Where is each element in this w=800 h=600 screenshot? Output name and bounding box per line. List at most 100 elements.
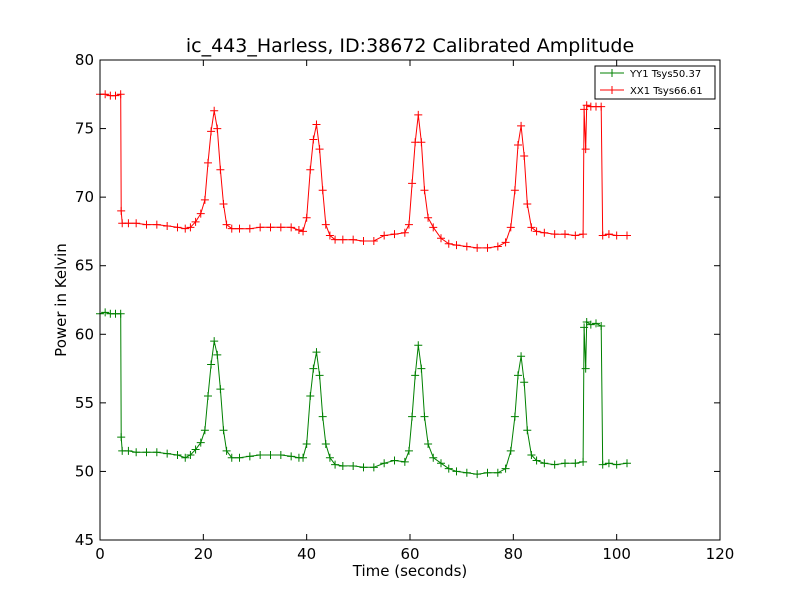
data-point bbox=[294, 226, 303, 235]
data-point bbox=[338, 235, 347, 244]
data-point bbox=[604, 459, 613, 468]
data-point bbox=[561, 459, 569, 468]
data-point bbox=[579, 230, 588, 239]
data-point bbox=[219, 200, 228, 208]
legend-entry-xx1: XX1 Tsys66.61 bbox=[600, 86, 703, 97]
data-point bbox=[196, 438, 205, 447]
data-point bbox=[235, 453, 244, 462]
data-point bbox=[216, 385, 225, 394]
data-point bbox=[550, 460, 559, 469]
data-point bbox=[581, 364, 590, 373]
data-point bbox=[216, 165, 225, 174]
series-1 bbox=[96, 308, 631, 479]
data-point bbox=[245, 452, 254, 461]
data-point bbox=[623, 231, 631, 240]
data-point bbox=[604, 230, 613, 239]
ticks-layer: 0 20 40 60 80 100 120 45 50 55 60 65 70 75 80 bbox=[75, 51, 734, 563]
data-point bbox=[152, 448, 161, 457]
data-point bbox=[210, 337, 219, 346]
data-point bbox=[437, 459, 445, 468]
data-point bbox=[210, 106, 219, 115]
data-point bbox=[452, 241, 461, 250]
data-point bbox=[359, 237, 368, 246]
data-point bbox=[580, 323, 589, 332]
data-point bbox=[510, 186, 519, 195]
data-point bbox=[380, 231, 389, 240]
data-point bbox=[581, 145, 590, 154]
data-point bbox=[256, 223, 265, 232]
data-point bbox=[213, 124, 222, 133]
data-point bbox=[513, 371, 522, 380]
data-point bbox=[414, 341, 423, 350]
data-point bbox=[222, 446, 231, 455]
data-point bbox=[227, 224, 236, 233]
data-point bbox=[219, 426, 228, 435]
data-point bbox=[501, 464, 510, 473]
data-point bbox=[452, 467, 461, 476]
legend-marker-yy1 bbox=[608, 69, 616, 77]
data-point bbox=[173, 450, 182, 459]
data-point bbox=[276, 450, 285, 459]
legend-label-yy1: YY1 Tsys50.37 bbox=[629, 69, 701, 80]
data-point bbox=[527, 450, 536, 459]
data-point bbox=[312, 120, 321, 129]
legend: YY1 Tsys50.37 XX1 Tsys66.61 bbox=[594, 65, 716, 100]
data-point bbox=[318, 412, 327, 421]
data-point bbox=[207, 360, 216, 369]
data-point bbox=[315, 145, 324, 154]
data-point bbox=[523, 426, 532, 435]
data-point bbox=[266, 223, 275, 232]
data-point bbox=[493, 468, 502, 477]
data-point bbox=[598, 231, 607, 240]
y-tick-label: 60 bbox=[75, 325, 94, 343]
data-point bbox=[309, 135, 318, 144]
data-point bbox=[437, 234, 445, 243]
data-point bbox=[186, 450, 195, 459]
data-point bbox=[124, 446, 133, 455]
data-point bbox=[302, 213, 311, 222]
data-point bbox=[369, 463, 378, 472]
y-tick-label: 80 bbox=[75, 51, 94, 69]
series-2 bbox=[96, 90, 631, 252]
data-point bbox=[404, 446, 413, 455]
data-point bbox=[501, 238, 510, 247]
data-point bbox=[520, 378, 529, 387]
data-point bbox=[417, 138, 426, 147]
data-point bbox=[380, 459, 389, 468]
data-point bbox=[404, 220, 413, 229]
y-tick-label: 45 bbox=[75, 531, 94, 549]
data-point bbox=[598, 460, 607, 469]
x-tick-label: 120 bbox=[706, 545, 735, 563]
legend-entry-yy1: YY1 Tsys50.37 bbox=[600, 69, 701, 80]
data-point bbox=[306, 392, 315, 400]
data-point bbox=[200, 195, 209, 204]
data-point bbox=[302, 440, 311, 448]
data-point bbox=[580, 105, 589, 114]
data-point bbox=[390, 230, 399, 239]
data-point bbox=[582, 317, 591, 326]
data-point bbox=[550, 230, 559, 239]
data-point bbox=[124, 219, 133, 228]
data-point bbox=[101, 308, 110, 317]
data-point bbox=[462, 242, 471, 251]
data-point bbox=[417, 364, 426, 373]
data-point bbox=[586, 320, 595, 329]
chart-title: ic_443_Harless, ID:38672 Calibrated Ampl… bbox=[186, 35, 634, 57]
data-point bbox=[390, 456, 399, 465]
data-point bbox=[612, 231, 621, 240]
data-point bbox=[420, 186, 429, 195]
data-point bbox=[444, 239, 453, 248]
data-point bbox=[408, 412, 417, 421]
data-point bbox=[400, 228, 409, 237]
data-point bbox=[315, 371, 324, 380]
data-point bbox=[571, 231, 580, 240]
data-point bbox=[540, 228, 549, 237]
data-point bbox=[513, 141, 522, 150]
data-point bbox=[532, 227, 541, 236]
data-point bbox=[321, 220, 330, 229]
data-point bbox=[196, 209, 205, 218]
data-point bbox=[331, 460, 340, 469]
data-point bbox=[517, 352, 526, 361]
data-point bbox=[420, 412, 429, 421]
series-layer bbox=[96, 90, 631, 479]
